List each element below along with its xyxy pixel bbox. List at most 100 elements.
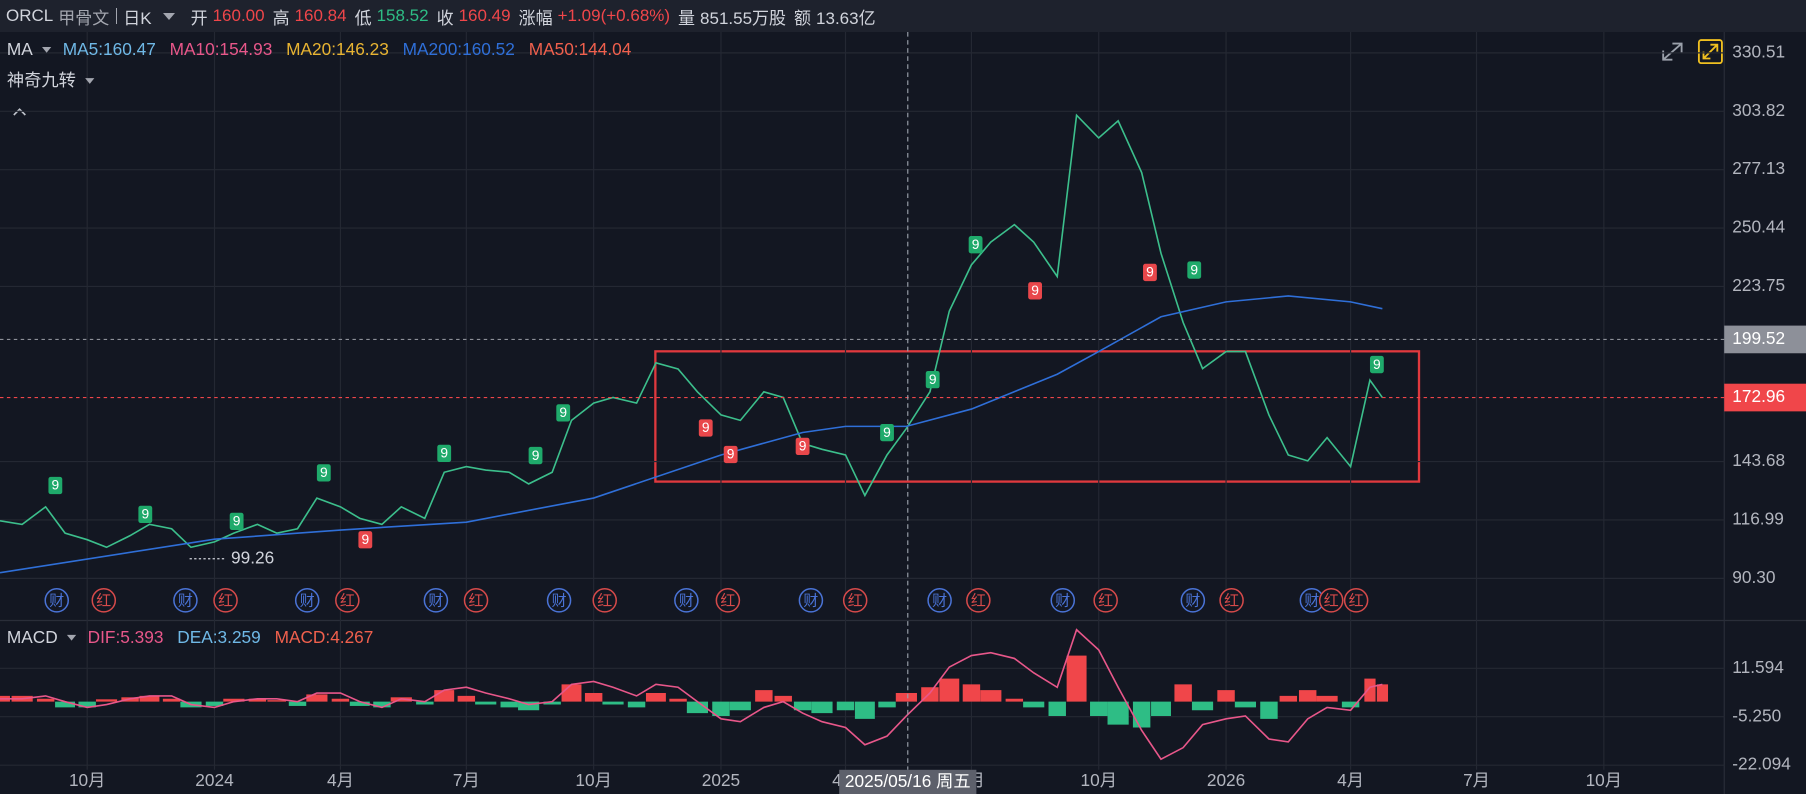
event-marker[interactable]: [1093, 588, 1118, 613]
field-value: 160.49: [458, 6, 511, 25]
event-marker[interactable]: [546, 588, 572, 613]
event-marker[interactable]: [423, 588, 449, 613]
event-label: 财: [428, 592, 443, 609]
macd-bar: [162, 698, 181, 702]
macd-bar: [1260, 701, 1278, 719]
y-tick-label: 277.13: [1732, 158, 1785, 178]
macd-bar: [267, 700, 287, 702]
macd-bar: [1316, 695, 1338, 702]
price-tag: [1724, 383, 1806, 412]
fullscreen-icon[interactable]: [1697, 39, 1723, 65]
expand-icon[interactable]: [1662, 42, 1683, 61]
macd-bar: [1341, 701, 1360, 708]
event-marker[interactable]: [1318, 588, 1344, 613]
event-marker[interactable]: [1050, 588, 1076, 613]
macd-bar: [1191, 701, 1214, 711]
event-marker[interactable]: [1219, 588, 1244, 613]
event-label: 财: [1185, 592, 1200, 609]
event-marker[interactable]: [927, 588, 952, 613]
macd-bar: [205, 701, 224, 706]
macd-bar: [836, 701, 855, 711]
event-marker[interactable]: [173, 588, 198, 613]
macd-bar: [78, 701, 96, 708]
macd-bar: [373, 701, 391, 708]
overlay-caret[interactable]: [85, 78, 95, 84]
macd-bar: [686, 701, 709, 714]
nine-signal-label: 9: [799, 438, 807, 454]
event-marker[interactable]: [966, 588, 991, 613]
nine-signal: [1143, 263, 1157, 282]
event-marker[interactable]: [1343, 588, 1369, 613]
event-label: 红: [340, 592, 355, 609]
legend-item: MA10:154.93: [170, 39, 273, 59]
event-marker[interactable]: [674, 588, 699, 613]
nine-signal-label: 9: [559, 404, 567, 420]
macd-bar: [1364, 678, 1376, 702]
nine-signal: [925, 371, 940, 389]
indicator-caret[interactable]: [42, 46, 52, 53]
event-marker[interactable]: [592, 588, 617, 613]
nine-signal-label: 9: [883, 424, 891, 440]
nine-signal: [880, 423, 894, 442]
y-tick-label: -5.250: [1732, 705, 1781, 725]
macd-bar: [1151, 701, 1171, 717]
event-marker[interactable]: [715, 588, 741, 613]
event-marker[interactable]: [213, 588, 238, 613]
field-label: 量: [678, 8, 696, 28]
event-label: 财: [803, 592, 818, 609]
y-tick-label: 330.51: [1732, 41, 1785, 61]
event-marker[interactable]: [842, 588, 868, 613]
expand-icons[interactable]: [1662, 39, 1723, 65]
event-marker[interactable]: [44, 588, 70, 613]
macd-bar: [543, 701, 561, 705]
separator: [116, 8, 118, 24]
legend-item: DEA:3.259: [177, 627, 260, 647]
indicator-caret[interactable]: [66, 634, 77, 641]
macd-bar: [1376, 684, 1389, 702]
event-marker[interactable]: [294, 588, 320, 613]
macd-bar: [712, 701, 730, 717]
macd-bar: [939, 678, 960, 702]
event-marker[interactable]: [798, 588, 824, 613]
macd-bar: [793, 701, 812, 711]
macd-bar: [416, 701, 434, 705]
macd-bar: [1217, 690, 1235, 702]
field-value: +1.09(+0.68%): [557, 6, 671, 25]
event-label: 红: [1098, 592, 1113, 609]
field-value: 160.00: [212, 6, 265, 25]
event-marker[interactable]: [1180, 588, 1206, 613]
macd-bar: [434, 690, 455, 702]
nine-signal: [556, 404, 571, 422]
nine-signal-label: 9: [440, 445, 448, 461]
macd-bar: [1066, 655, 1087, 702]
macd-bar: [774, 695, 792, 702]
event-label: 红: [96, 592, 111, 609]
event-label: 财: [178, 592, 193, 609]
period-selector[interactable]: 日K: [123, 8, 152, 28]
field-label: 高: [272, 8, 290, 28]
nine-signal: [528, 446, 543, 465]
y-tick-label: 250.44: [1732, 217, 1785, 237]
x-tick-label: 10月: [1081, 770, 1117, 790]
macd-bar: [1048, 701, 1066, 717]
nine-signal-label: 9: [52, 477, 60, 493]
macd-bar: [755, 690, 773, 702]
period-caret[interactable]: [162, 12, 175, 20]
x-tick-label: 10月: [69, 770, 105, 790]
legend-item: MA5:160.47: [63, 39, 156, 59]
field-label: 额: [794, 8, 812, 28]
macd-bar: [55, 701, 76, 708]
collapse-icon[interactable]: [13, 108, 26, 116]
macd-bar: [331, 698, 350, 702]
macd-bar: [602, 701, 624, 705]
event-marker[interactable]: [91, 588, 117, 613]
macd-bar: [1023, 701, 1045, 708]
macd-bar: [878, 701, 896, 708]
nine-signal: [723, 445, 738, 464]
header: ORCL 甲骨文 日K 开 160.00 高 160.84 低 158.52 收 160.49…: [0, 0, 1806, 32]
event-label: 财: [1055, 592, 1070, 609]
event-marker[interactable]: [463, 588, 489, 613]
event-marker[interactable]: [335, 588, 360, 613]
nine-signal: [358, 531, 373, 549]
y-tick-label: 223.75: [1732, 275, 1785, 295]
